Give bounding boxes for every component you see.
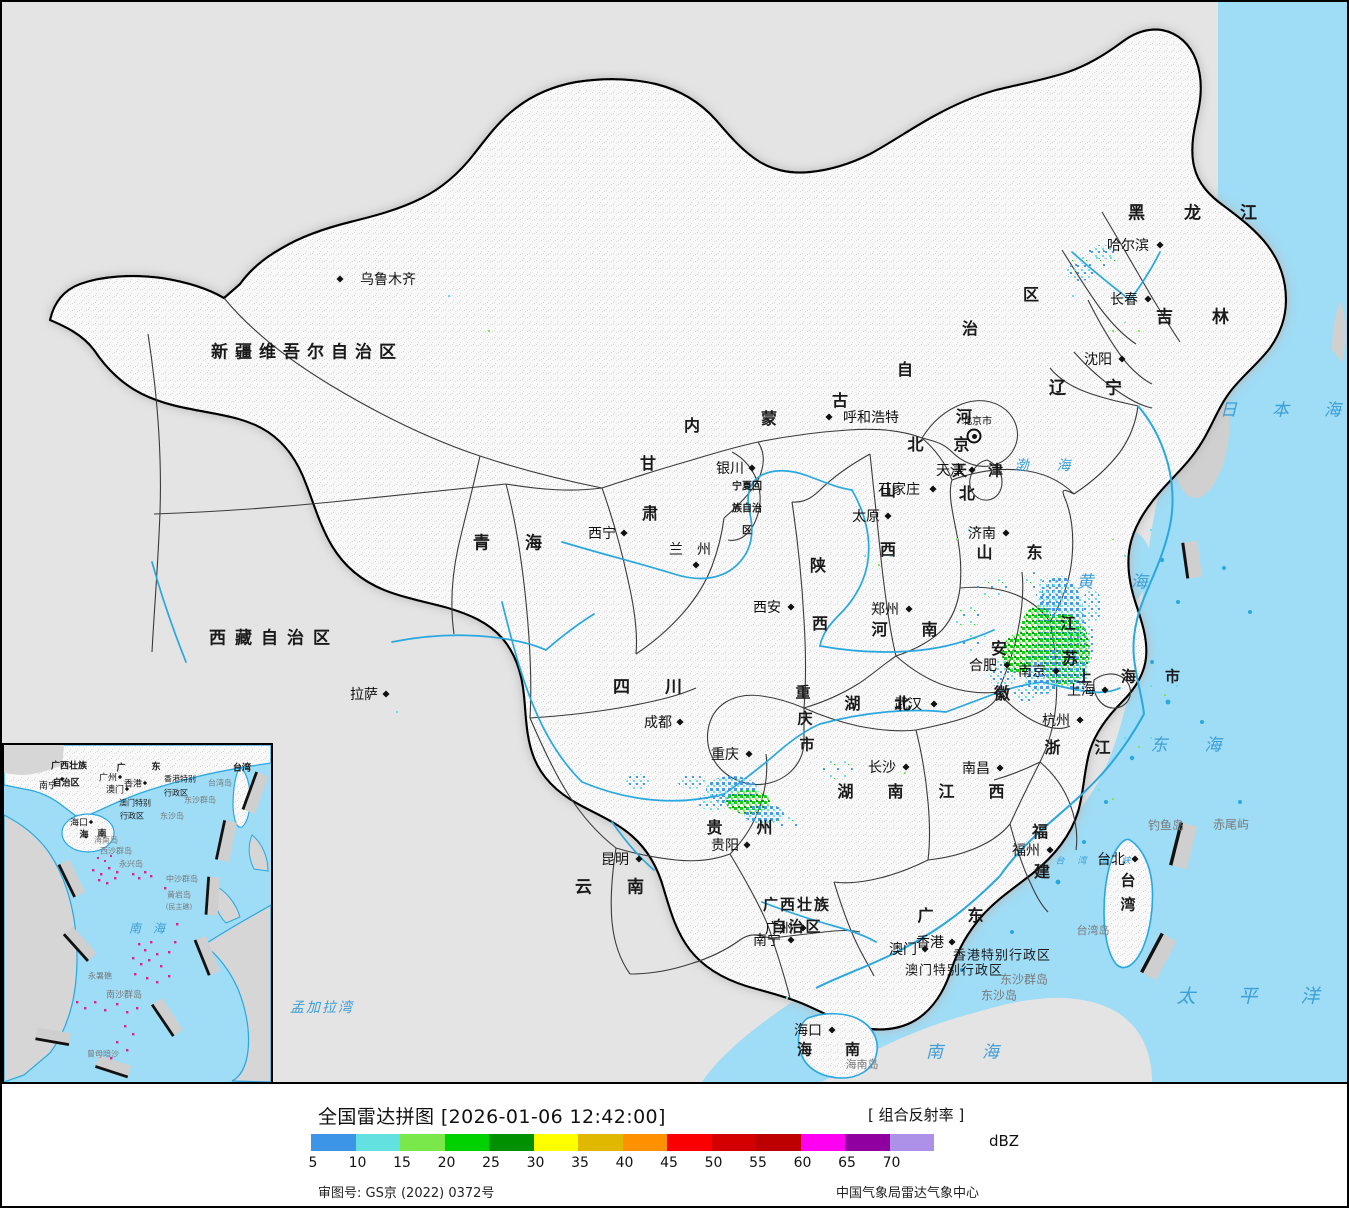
china-radar-map[interactable]: 新疆维吾尔自治区 西藏自治区青 海甘肃四 川云 南内蒙古自治区陕西山西河北山 东河… bbox=[0, 0, 1349, 1084]
tick-55: 55 bbox=[749, 1155, 767, 1171]
colorbar-swatch-40[interactable] bbox=[622, 1134, 667, 1151]
colorbar-swatch-70[interactable] bbox=[889, 1134, 934, 1151]
map-vector-layer bbox=[2, 2, 1347, 1082]
tick-60: 60 bbox=[793, 1155, 812, 1171]
colorbar-swatch-15[interactable] bbox=[400, 1134, 445, 1151]
tick-20: 20 bbox=[437, 1155, 456, 1171]
tick-30: 30 bbox=[526, 1155, 545, 1171]
colorbar-swatch-60[interactable] bbox=[800, 1134, 845, 1151]
legend-panel bbox=[0, 1084, 1349, 1208]
map-approval-number: 审图号: GS京 (2022) 0372号 bbox=[318, 1186, 495, 1201]
radar-echo-layer bbox=[374, 245, 1190, 1000]
colorbar-swatch-45[interactable] bbox=[667, 1134, 712, 1151]
tick-5: 5 bbox=[308, 1155, 318, 1171]
colorbar-swatch-20[interactable] bbox=[444, 1134, 489, 1151]
tick-15: 15 bbox=[393, 1155, 411, 1171]
sovereignty-marks bbox=[1140, 540, 1203, 980]
colorbar-swatch-35[interactable] bbox=[578, 1134, 623, 1151]
inset-vector-layer bbox=[4, 745, 271, 1082]
tick-35: 35 bbox=[571, 1155, 589, 1171]
colorbar-swatch-30[interactable] bbox=[533, 1134, 578, 1151]
tick-40: 40 bbox=[615, 1155, 634, 1171]
province-boundaries bbox=[147, 211, 1181, 999]
legend-mode: [ 组合反射率 ] bbox=[868, 1106, 965, 1124]
colorbar-swatch-5[interactable] bbox=[311, 1134, 356, 1151]
south-china-sea-inset[interactable]: 广西壮族 自治区广东海南台湾 香港特别 行政区 澳门特别 行政区 东沙群岛 东沙岛 台湾岛 海南岛… bbox=[2, 743, 273, 1082]
china-landmass bbox=[48, 28, 1288, 1031]
tick-45: 45 bbox=[660, 1155, 678, 1171]
colorbar-swatch-10[interactable] bbox=[355, 1134, 400, 1151]
tick-50: 50 bbox=[704, 1155, 723, 1171]
agency-credit: 中国气象局雷达气象中心 bbox=[836, 1186, 980, 1201]
capital-marker-beijing bbox=[966, 428, 982, 444]
tick-70: 70 bbox=[882, 1155, 901, 1171]
tick-65: 65 bbox=[838, 1155, 856, 1171]
dbz-unit-label: dBZ bbox=[989, 1132, 1020, 1150]
colorbar-swatch-25[interactable] bbox=[489, 1134, 534, 1151]
tick-25: 25 bbox=[482, 1155, 500, 1171]
colorbar-swatch-65[interactable] bbox=[845, 1134, 890, 1151]
colorbar-swatch-50[interactable] bbox=[711, 1134, 756, 1151]
hainan-island bbox=[797, 1012, 878, 1079]
tick-10: 10 bbox=[348, 1155, 367, 1171]
taiwan-island bbox=[1103, 838, 1154, 969]
legend-title: 全国雷达拼图 [2026-01-06 12:42:00] bbox=[318, 1106, 666, 1128]
dbz-colorbar[interactable] bbox=[311, 1134, 934, 1151]
colorbar-swatch-55[interactable] bbox=[756, 1134, 801, 1151]
